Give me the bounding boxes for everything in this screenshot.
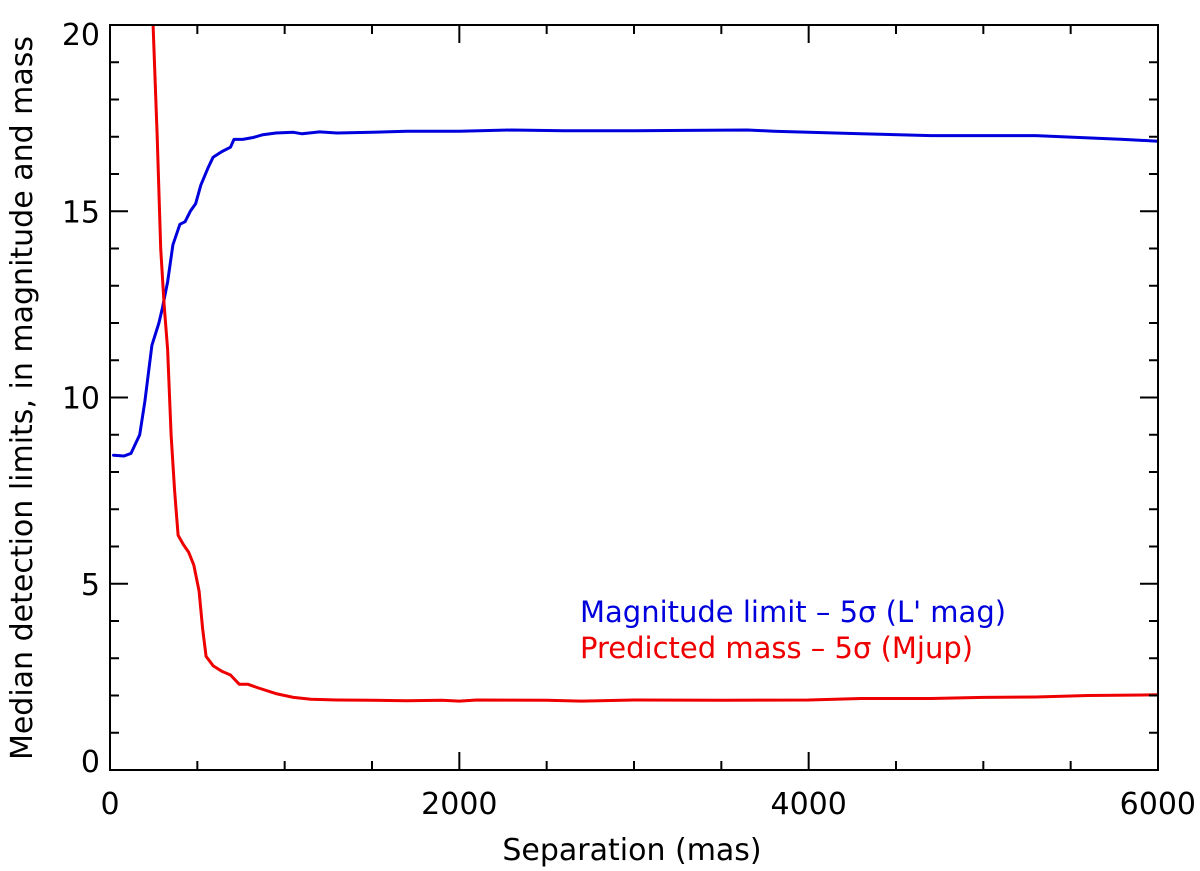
axis-tick-labels: 0 2000 4000 6000 0 5 10 15 20 — [62, 18, 1196, 822]
magnitude-limit-line — [112, 128, 1158, 458]
y-tick-label: 20 — [62, 18, 100, 53]
y-tick-label: 10 — [62, 382, 100, 417]
legend-entry-mass: Predicted mass – 5σ (Mjup) — [580, 631, 973, 665]
y-tick-label: 0 — [81, 745, 100, 780]
x-tick-label: 6000 — [1120, 787, 1196, 822]
y-axis-title: Median detection limits, in magnitude an… — [5, 36, 40, 760]
y-tick-label: 5 — [81, 568, 100, 603]
x-axis-title: Separation (mas) — [502, 833, 761, 868]
x-tick-label: 4000 — [770, 787, 846, 822]
plot-marks — [112, 25, 1158, 703]
legend-entry-magnitude: Magnitude limit – 5σ (L' mag) — [580, 595, 1006, 629]
predicted-mass-line — [151, 25, 1158, 703]
legend: Magnitude limit – 5σ (L' mag) Predicted … — [580, 595, 1006, 665]
x-tick-label: 0 — [100, 787, 119, 822]
y-tick-label: 15 — [62, 195, 100, 230]
axis-ticks — [109, 24, 1159, 771]
x-tick-label: 2000 — [421, 787, 497, 822]
